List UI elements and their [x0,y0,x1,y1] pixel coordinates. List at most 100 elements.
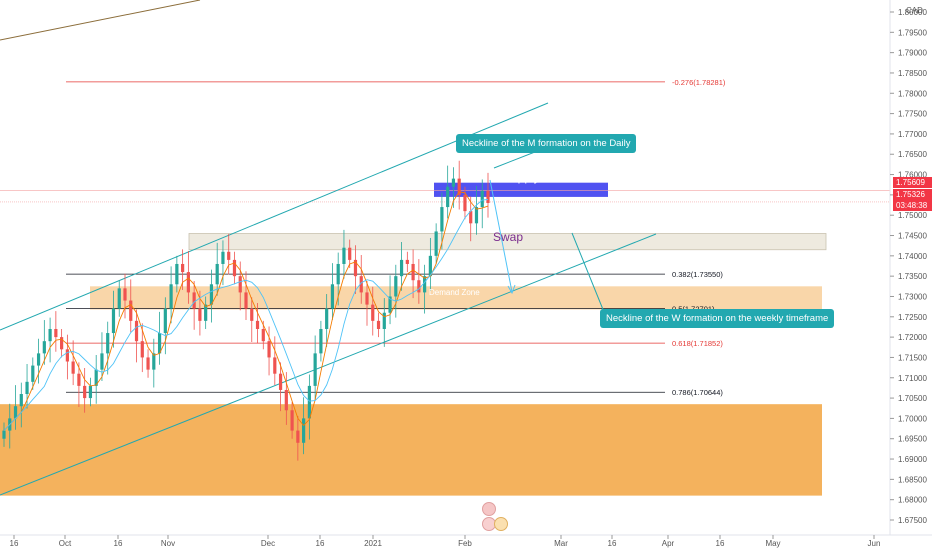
trend-line-brown [0,0,201,41]
price-tick-label: 1.76500 [898,150,927,159]
candle-body [71,361,75,374]
candle-body [100,353,104,370]
date-tick-label: 16 [316,539,325,548]
fib-label: -0.276(1.78281) [672,78,726,87]
candle-body [152,353,156,370]
candle-body [336,263,340,285]
candle-body [140,341,144,358]
candle-body [117,288,121,309]
candle-body [359,276,363,293]
candle-body [215,263,219,285]
candle-body [290,410,294,431]
fib-label: 0.382(1.73550) [672,270,723,279]
price-tick-label: 1.71500 [898,353,927,362]
price-tick-label: 1.68500 [898,475,927,484]
price-tick-label: 1.69500 [898,435,927,444]
price-tick-label: 1.72000 [898,333,927,342]
price-tick-label: 1.78000 [898,89,927,98]
candle-body [353,259,358,277]
projection-arrow [489,179,513,293]
date-tick-label: Apr [662,539,675,548]
candle-body [330,284,335,309]
candle-body [440,207,444,232]
candle-body [77,373,81,386]
channel-lower-line [0,233,657,496]
price-tick-label: 1.68000 [898,496,927,505]
candle-body [31,365,35,382]
candle-body [106,333,110,354]
candle-body [204,304,208,321]
projection-arrow-head [507,284,516,295]
price-tick-label: 1.79000 [898,49,927,58]
candle-body [129,300,133,321]
date-tick-label: Nov [161,539,175,548]
candle-body [457,178,461,195]
date-tick-label: Feb [458,539,472,548]
candle-body [388,296,392,313]
ma-fast-line [3,191,489,431]
candle-body [371,304,375,321]
candle-body [394,276,398,297]
date-tick-label: Mar [554,539,568,548]
candle-body [123,288,127,301]
price-tick-label: 1.70000 [898,414,927,423]
date-tick-label: Dec [261,539,275,548]
candle-body [382,312,386,329]
candle-body [244,292,248,309]
date-tick-label: 2021 [364,539,382,548]
candle-body [19,394,23,407]
candle-body [94,369,98,386]
candle-body [348,247,352,260]
candle-body [446,186,450,208]
candle-body [181,263,185,273]
candle-body [434,231,438,256]
candle-body [175,263,179,285]
currency-label: CAD [906,6,923,15]
price-tick-label: 1.70500 [898,394,927,403]
candle-body [255,320,260,329]
swap-zone [188,233,827,251]
candle-body [163,308,167,334]
price-tick-label: 1.75000 [898,211,927,220]
lower-demand-zone [0,404,822,496]
candle-body [411,263,415,281]
date-tick-label: 16 [10,539,19,548]
price-tick-label: 1.78500 [898,69,927,78]
price-tick-label: 1.72500 [898,313,927,322]
candle-body [83,385,87,399]
price-tick-label: 1.74500 [898,232,927,241]
demand-zone [90,286,822,310]
candle-body [186,272,190,293]
candle-body [146,357,150,370]
m-neckline-callout[interactable]: Neckline of the M formation on the Daily [456,134,637,153]
candle-body [451,178,456,187]
candle-body [88,385,93,399]
candle-body [36,353,41,366]
price-tick-label: 1.73500 [898,272,927,281]
candle-body [480,190,484,208]
date-tick-label: Oct [59,539,72,548]
date-tick-label: May [765,539,780,548]
candle-body [25,381,29,395]
price-tick-label: 1.80000 [898,8,927,17]
candle-body [198,308,202,321]
candle-body [278,373,283,390]
candle-body [227,251,231,260]
demand-zone-label: Demand Zone [429,288,480,297]
price-tick-label: 1.71000 [898,374,927,383]
supply-label: Supply [503,170,540,184]
candle-body [342,247,346,264]
price-tick-label: 1.67500 [898,516,927,525]
candle-body [221,251,225,264]
candle-body [463,194,467,212]
price-tick-label: 1.69000 [898,455,927,464]
w-neckline-callout[interactable]: Neckline of the W formation on the weekl… [600,309,835,328]
candle-body [42,341,46,354]
event-flag-icon-2[interactable] [494,517,508,531]
candle-body [469,211,473,224]
candle-body [474,207,479,224]
candle-body [238,276,242,293]
event-icon[interactable] [482,502,496,516]
